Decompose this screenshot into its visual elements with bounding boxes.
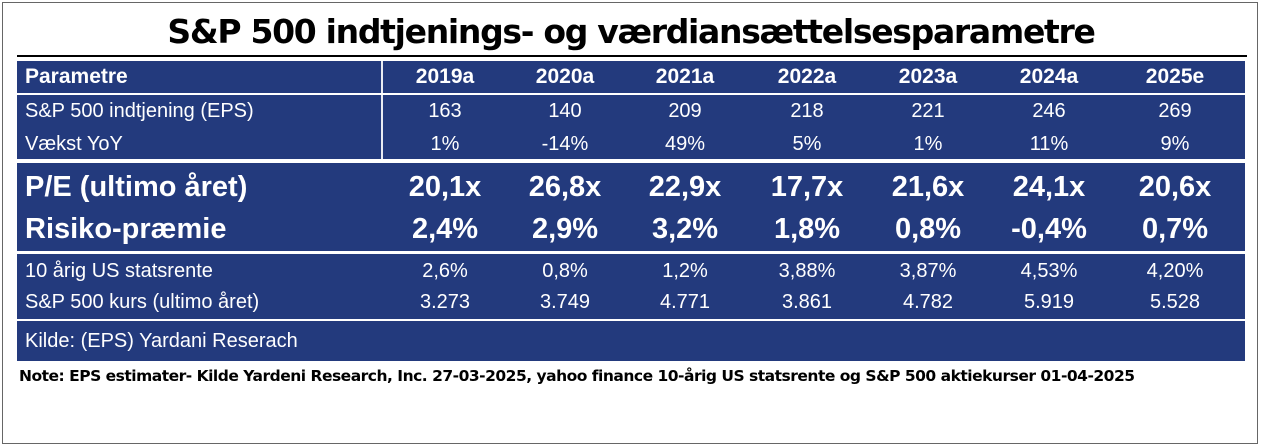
table-cell: 0,7% [1141,212,1209,245]
table-cell: 20,6x [1138,170,1212,203]
table-cell: 2,9% [531,212,599,245]
table-cell: 4.771 [659,290,711,313]
table-cell: 3.273 [419,290,471,313]
table-cell: 1,8% [773,212,841,245]
row-label: 10 årig US statsrente [25,259,213,282]
header-label: Parametre [25,65,128,88]
table-cell: 246 [1032,99,1066,122]
row-label: Vækst YoY [25,132,123,155]
header-year: 2023a [898,65,958,88]
row-label: S&P 500 kurs (ultimo året) [25,290,260,313]
header-year: 2021a [655,65,715,88]
table-cell: 218 [790,99,824,122]
source-box: Kilde: (EPS) Yardani Reserach [17,321,1245,361]
table-cell: -14% [541,132,589,155]
row-label: Risiko-præmie [25,212,227,245]
table-cell: 1% [430,132,460,155]
table-cell: 24,1x [1012,170,1086,203]
row-divider [17,93,1245,95]
table-cell: 4,20% [1146,259,1204,282]
table-cell: 0,8% [894,212,962,245]
table-cell: 17,7x [770,170,844,203]
table-cell: 21,6x [891,170,965,203]
table-cell: 140 [548,99,582,122]
table-cell: 9% [1160,132,1190,155]
source-text: Kilde: (EPS) Yardani Reserach [25,330,298,352]
table-cell: 3,87% [899,259,957,282]
table-cell: 22,9x [648,170,722,203]
table-cell: 4.782 [902,290,954,313]
table-cell: 1% [913,132,943,155]
row-label: S&P 500 indtjening (EPS) [25,99,254,122]
column-divider [381,61,383,159]
table-header-row: Parametre 2019a 2020a 2021a 2022a 2023a … [17,61,1245,93]
table-cell: 3,2% [651,212,719,245]
table-cell: 26,8x [528,170,602,203]
table-cell: 11% [1029,132,1069,155]
metrics-table: Parametre 2019a 2020a 2021a 2022a 2023a … [17,61,1245,319]
footnote: Note: EPS estimater- Kilde Yardeni Resea… [19,367,1135,385]
title-underline [17,55,1247,57]
table-cell: 269 [1158,99,1192,122]
table-row: Vækst YoY 1% -14% 49% 5% 1% 11% 9% [17,129,1245,159]
table-cell: 2,6% [422,259,468,282]
header-year: 2020a [535,65,595,88]
header-year: 2022a [777,65,837,88]
header-year: 2025e [1145,65,1205,88]
page-title: S&P 500 indtjenings- og værdiansættelses… [167,12,1095,51]
table-cell: 49% [664,132,706,155]
table-cell: 209 [668,99,702,122]
table-cell: 3.749 [539,290,591,313]
header-year: 2024a [1019,65,1079,88]
table-cell: 0,8% [542,259,588,282]
table-cell: 5.528 [1149,290,1201,313]
table-cell: 3.861 [781,290,833,313]
table-row: 10 årig US statsrente 2,6% 0,8% 1,2% 3,8… [17,256,1245,286]
row-label: P/E (ultimo året) [25,170,248,203]
table-cell: 3,88% [778,259,836,282]
table-cell: 4,53% [1020,259,1078,282]
table-row: Risiko-præmie 2,4% 2,9% 3,2% 1,8% 0,8% -… [17,207,1245,251]
row-divider [17,159,1245,163]
header-year: 2019a [415,65,475,88]
table-cell: 5.919 [1023,290,1075,313]
table-row: S&P 500 kurs (ultimo året) 3.273 3.749 4… [17,286,1245,318]
table-row: S&P 500 indtjening (EPS) 163 140 209 218… [17,95,1245,127]
table-cell: 163 [428,99,462,122]
table-cell: -0,4% [1011,212,1087,245]
table-cell: 221 [911,99,945,122]
table-cell: 2,4% [411,212,479,245]
row-divider [17,251,1245,254]
table-cell: 5% [792,132,822,155]
table-row: P/E (ultimo året) 20,1x 26,8x 22,9x 17,7… [17,165,1245,209]
table-cell: 20,1x [408,170,482,203]
table-cell: 1,2% [662,259,708,282]
